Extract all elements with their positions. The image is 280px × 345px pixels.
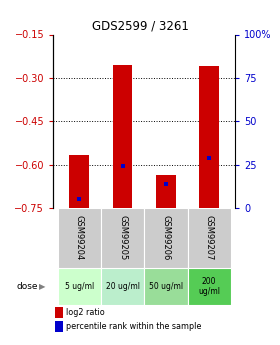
Text: 50 ug/ml: 50 ug/ml	[149, 282, 183, 291]
Bar	[199, 66, 219, 208]
Bar	[156, 175, 176, 208]
Text: 200
ug/ml: 200 ug/ml	[198, 277, 220, 296]
Bar	[69, 155, 89, 208]
Text: log2 ratio: log2 ratio	[66, 308, 105, 317]
Text: 20 ug/ml: 20 ug/ml	[106, 282, 139, 291]
Bar	[144, 268, 188, 305]
Bar	[55, 321, 63, 332]
Bar	[188, 268, 231, 305]
Text: dose: dose	[17, 282, 38, 291]
Text: GSM99205: GSM99205	[118, 215, 127, 260]
Text: GSM99206: GSM99206	[161, 215, 170, 260]
Bar	[101, 208, 144, 268]
Text: GDS2599 / 3261: GDS2599 / 3261	[92, 19, 188, 32]
Bar	[57, 208, 101, 268]
Bar	[55, 307, 63, 318]
Text: GSM99207: GSM99207	[205, 215, 214, 260]
Text: GSM99204: GSM99204	[75, 215, 84, 260]
Bar	[144, 208, 188, 268]
Bar	[188, 208, 231, 268]
Bar	[113, 65, 132, 208]
Bar	[57, 268, 101, 305]
Bar	[101, 268, 144, 305]
Text: percentile rank within the sample: percentile rank within the sample	[66, 322, 201, 331]
Text: ▶: ▶	[39, 282, 46, 291]
Text: 5 ug/ml: 5 ug/ml	[65, 282, 94, 291]
